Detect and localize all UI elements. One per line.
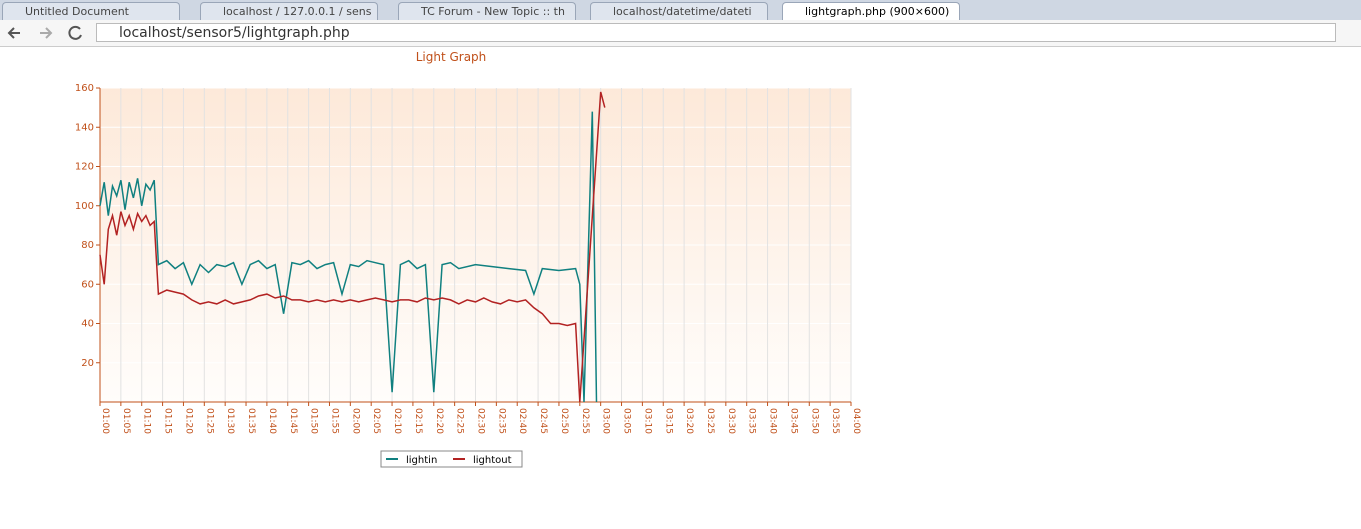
x-tick-label: 01:00 <box>100 408 110 434</box>
nav-buttons[interactable] <box>0 20 90 46</box>
x-tick-label: 01:25 <box>204 408 214 434</box>
x-tick-label: 03:25 <box>705 408 715 434</box>
data-line <box>99 91 606 403</box>
address-bar[interactable]: localhost/sensor5/lightgraph.php <box>96 23 1336 42</box>
x-tick-label: 04:00 <box>851 408 861 434</box>
x-tick-label: 02:05 <box>371 408 381 434</box>
x-tick-label: 03:00 <box>601 408 611 434</box>
tab[interactable]: localhost/datetime/dateti <box>590 2 768 20</box>
y-tick-label: 120 <box>75 162 94 173</box>
chart-title: Light Graph <box>416 50 487 64</box>
x-tick-label: 02:50 <box>559 408 569 434</box>
legend-box <box>380 450 523 468</box>
y-tick-label: 160 <box>75 83 94 94</box>
x-tick-label: 01:45 <box>288 408 298 434</box>
y-tick-label: 60 <box>81 279 94 290</box>
x-tick-label: 03:35 <box>747 408 757 434</box>
tab-bar: Untitled Document localhost / 127.0.0.1 … <box>0 0 1361 20</box>
x-tick-label: 01:05 <box>121 408 131 434</box>
x-tick-label: 03:55 <box>830 408 840 434</box>
x-tick-label: 01:40 <box>267 408 277 434</box>
x-tick-label: 02:25 <box>455 408 465 434</box>
legend-label: lightout <box>473 455 512 466</box>
x-tick-label: 02:15 <box>413 408 423 434</box>
x-tick-label: 01:15 <box>163 408 173 434</box>
chart: Light Graph 20 40 60 80 100 120 140 160 01:00 01:… <box>75 50 861 468</box>
x-tick-label: 02:20 <box>434 408 444 434</box>
tab[interactable]: TC Forum - New Topic :: th <box>398 2 576 20</box>
x-tick-label: 01:55 <box>329 408 339 434</box>
x-tick-label: 02:35 <box>496 408 506 434</box>
x-tick-label: 01:35 <box>246 408 256 434</box>
toolbar: localhost/sensor5/lightgraph.php <box>0 20 1361 47</box>
y-tick-label: 80 <box>81 240 94 251</box>
legend-label: lightin <box>406 455 437 466</box>
x-tick-label: 03:30 <box>726 408 736 434</box>
y-tick-label: 140 <box>75 122 94 133</box>
x-tick-label: 03:10 <box>642 408 652 434</box>
y-tick-label: 20 <box>81 358 94 369</box>
x-tick-label: 03:40 <box>768 408 778 434</box>
tab[interactable]: lightgraph.php (900×600) <box>782 2 960 20</box>
y-tick-label: 100 <box>75 201 94 212</box>
x-tick-label: 01:30 <box>225 408 235 434</box>
x-tick-label: 01:10 <box>142 408 152 434</box>
x-tick-label: 03:50 <box>809 408 819 434</box>
x-tick-label: 03:05 <box>622 408 632 434</box>
data-line <box>99 111 598 403</box>
x-tick-label: 02:40 <box>517 408 527 434</box>
legend: lightin lightout <box>380 450 523 468</box>
x-tick-label: 02:00 <box>350 408 360 434</box>
x-tick-label: 02:30 <box>476 408 486 434</box>
x-tick-label: 03:15 <box>663 408 673 434</box>
x-tick-label: 02:55 <box>580 408 590 434</box>
x-tick-label: 03:20 <box>684 408 694 434</box>
tab[interactable]: Untitled Document <box>2 2 180 20</box>
x-tick-label: 02:45 <box>538 408 548 434</box>
y-tick-label: 40 <box>81 319 94 330</box>
tab[interactable]: localhost / 127.0.0.1 / sens <box>200 2 378 20</box>
x-tick-label: 03:45 <box>788 408 798 434</box>
x-tick-label: 01:50 <box>309 408 319 434</box>
x-tick-label: 02:10 <box>392 408 402 434</box>
x-tick-label: 01:20 <box>183 408 193 434</box>
